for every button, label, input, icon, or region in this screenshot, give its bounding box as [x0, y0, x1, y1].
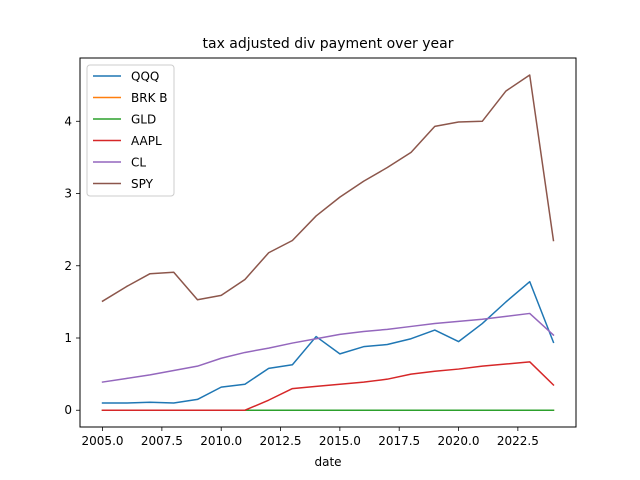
x-tick-label: 2020.0 — [438, 434, 480, 448]
legend-label-aapl: AAPL — [131, 134, 162, 148]
x-tick-label: 2022.5 — [497, 434, 539, 448]
legend: QQQ BRK B GLD AAPL CL SPY — [86, 64, 175, 197]
y-axis-ticks: 0 1 2 3 4 — [64, 114, 80, 417]
x-tick-label: 2015.0 — [319, 434, 361, 448]
y-tick-label: 1 — [64, 331, 72, 345]
chart-title: tax adjusted div payment over year — [203, 36, 454, 52]
legend-label-gld: GLD — [131, 113, 156, 127]
x-tick-label: 2007.5 — [141, 434, 183, 448]
y-tick-label: 0 — [64, 403, 72, 417]
y-tick-label: 4 — [64, 114, 72, 128]
legend-label-brk-b: BRK B — [131, 91, 168, 105]
x-tick-label: 2005.0 — [82, 434, 124, 448]
x-tick-label: 2012.5 — [260, 434, 302, 448]
series-line-qqq — [101, 280, 555, 404]
legend-label-cl: CL — [131, 156, 146, 170]
legend-label-spy: SPY — [131, 177, 154, 191]
series-line-cl — [101, 312, 555, 383]
y-tick-label: 2 — [64, 259, 72, 273]
plot-frame — [79, 57, 577, 428]
series-layer — [101, 74, 555, 411]
x-axis-ticks: 2005.0 2007.5 2010.0 2012.5 2015.0 2017.5 2020… — [82, 427, 539, 448]
x-axis-label: date — [314, 455, 341, 469]
x-tick-label: 2017.5 — [378, 434, 420, 448]
y-tick-label: 3 — [64, 187, 72, 201]
series-line-spy — [101, 74, 555, 303]
x-tick-label: 2010.0 — [200, 434, 242, 448]
series-line-aapl — [101, 361, 555, 411]
legend-label-qqq: QQQ — [131, 70, 159, 84]
